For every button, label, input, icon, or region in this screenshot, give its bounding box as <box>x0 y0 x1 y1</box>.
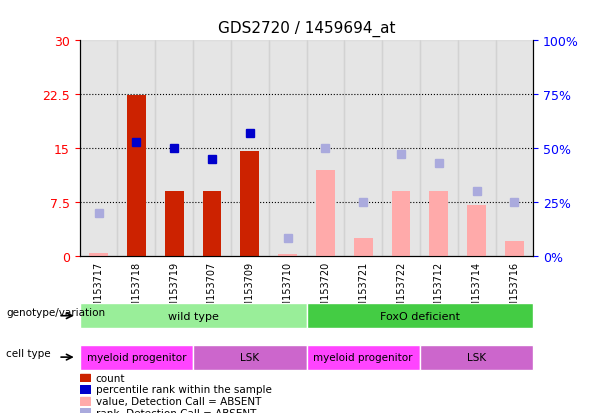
Bar <box>429 192 448 256</box>
Bar <box>306 41 345 256</box>
Text: LSK: LSK <box>240 352 259 362</box>
Text: myeloid progenitor: myeloid progenitor <box>313 352 413 362</box>
Bar <box>268 41 306 256</box>
Bar <box>118 41 155 256</box>
Bar <box>193 41 231 256</box>
Text: rank, Detection Call = ABSENT: rank, Detection Call = ABSENT <box>96 408 256 413</box>
Text: value, Detection Call = ABSENT: value, Detection Call = ABSENT <box>96 396 261 406</box>
Text: wild type: wild type <box>168 311 218 321</box>
Text: percentile rank within the sample: percentile rank within the sample <box>96 385 272 394</box>
Bar <box>495 41 533 256</box>
Bar <box>316 170 335 256</box>
Bar <box>420 41 458 256</box>
Bar <box>382 41 420 256</box>
Bar <box>467 206 486 256</box>
Bar <box>231 41 268 256</box>
Text: count: count <box>96 373 125 383</box>
Text: myeloid progenitor: myeloid progenitor <box>86 352 186 362</box>
Bar <box>155 41 193 256</box>
Bar <box>505 242 524 256</box>
Text: GDS2720 / 1459694_at: GDS2720 / 1459694_at <box>218 21 395 37</box>
Bar <box>345 41 382 256</box>
Bar <box>202 192 221 256</box>
Bar <box>392 192 411 256</box>
Bar <box>165 192 184 256</box>
Text: genotype/variation: genotype/variation <box>6 307 105 317</box>
Bar <box>354 238 373 256</box>
Bar <box>278 254 297 256</box>
Text: FoxO deficient: FoxO deficient <box>380 311 460 321</box>
Text: cell type: cell type <box>6 348 51 358</box>
Bar <box>127 96 146 256</box>
Text: LSK: LSK <box>467 352 486 362</box>
Bar <box>89 253 108 256</box>
Bar <box>240 152 259 256</box>
Bar <box>458 41 495 256</box>
Bar <box>80 41 118 256</box>
